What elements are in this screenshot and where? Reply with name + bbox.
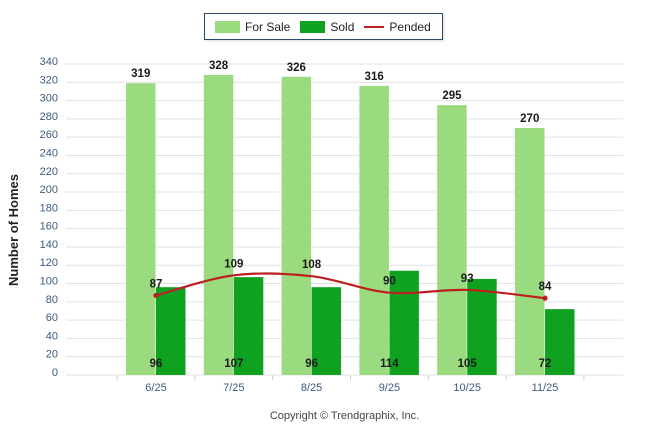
svg-text:11/25: 11/25 bbox=[532, 382, 559, 394]
svg-text:180: 180 bbox=[40, 202, 58, 214]
svg-text:7/25: 7/25 bbox=[223, 382, 244, 394]
svg-text:20: 20 bbox=[46, 349, 58, 361]
svg-text:6/25: 6/25 bbox=[145, 382, 166, 394]
svg-text:295: 295 bbox=[442, 90, 462, 102]
svg-text:105: 105 bbox=[458, 358, 478, 370]
svg-text:100: 100 bbox=[40, 276, 58, 288]
svg-text:340: 340 bbox=[40, 56, 58, 68]
svg-text:108: 108 bbox=[302, 259, 322, 271]
svg-text:8/25: 8/25 bbox=[301, 382, 322, 394]
svg-text:87: 87 bbox=[150, 278, 163, 290]
svg-text:270: 270 bbox=[520, 113, 539, 125]
svg-text:96: 96 bbox=[150, 358, 163, 370]
svg-text:90: 90 bbox=[383, 276, 396, 288]
svg-text:96: 96 bbox=[305, 358, 318, 370]
svg-text:160: 160 bbox=[40, 221, 58, 233]
svg-text:220: 220 bbox=[40, 166, 58, 178]
svg-text:93: 93 bbox=[461, 273, 474, 285]
svg-text:240: 240 bbox=[40, 147, 58, 159]
svg-text:114: 114 bbox=[380, 358, 399, 370]
svg-text:10/25: 10/25 bbox=[453, 382, 481, 394]
svg-text:260: 260 bbox=[40, 129, 58, 141]
svg-text:107: 107 bbox=[224, 358, 243, 370]
svg-text:9/25: 9/25 bbox=[379, 382, 400, 394]
svg-text:320: 320 bbox=[40, 74, 58, 86]
svg-text:280: 280 bbox=[40, 111, 58, 123]
svg-text:0: 0 bbox=[52, 367, 58, 379]
svg-text:72: 72 bbox=[539, 358, 552, 370]
svg-text:140: 140 bbox=[40, 239, 58, 251]
svg-text:120: 120 bbox=[40, 257, 58, 269]
svg-text:200: 200 bbox=[40, 184, 58, 196]
svg-text:60: 60 bbox=[46, 312, 58, 324]
svg-text:84: 84 bbox=[539, 281, 552, 293]
svg-text:80: 80 bbox=[46, 294, 58, 306]
svg-text:316: 316 bbox=[365, 71, 384, 83]
svg-text:326: 326 bbox=[287, 62, 306, 74]
svg-text:300: 300 bbox=[40, 93, 58, 105]
svg-text:328: 328 bbox=[209, 60, 229, 72]
svg-text:109: 109 bbox=[224, 258, 243, 270]
svg-text:40: 40 bbox=[46, 330, 58, 342]
svg-text:319: 319 bbox=[131, 68, 150, 80]
